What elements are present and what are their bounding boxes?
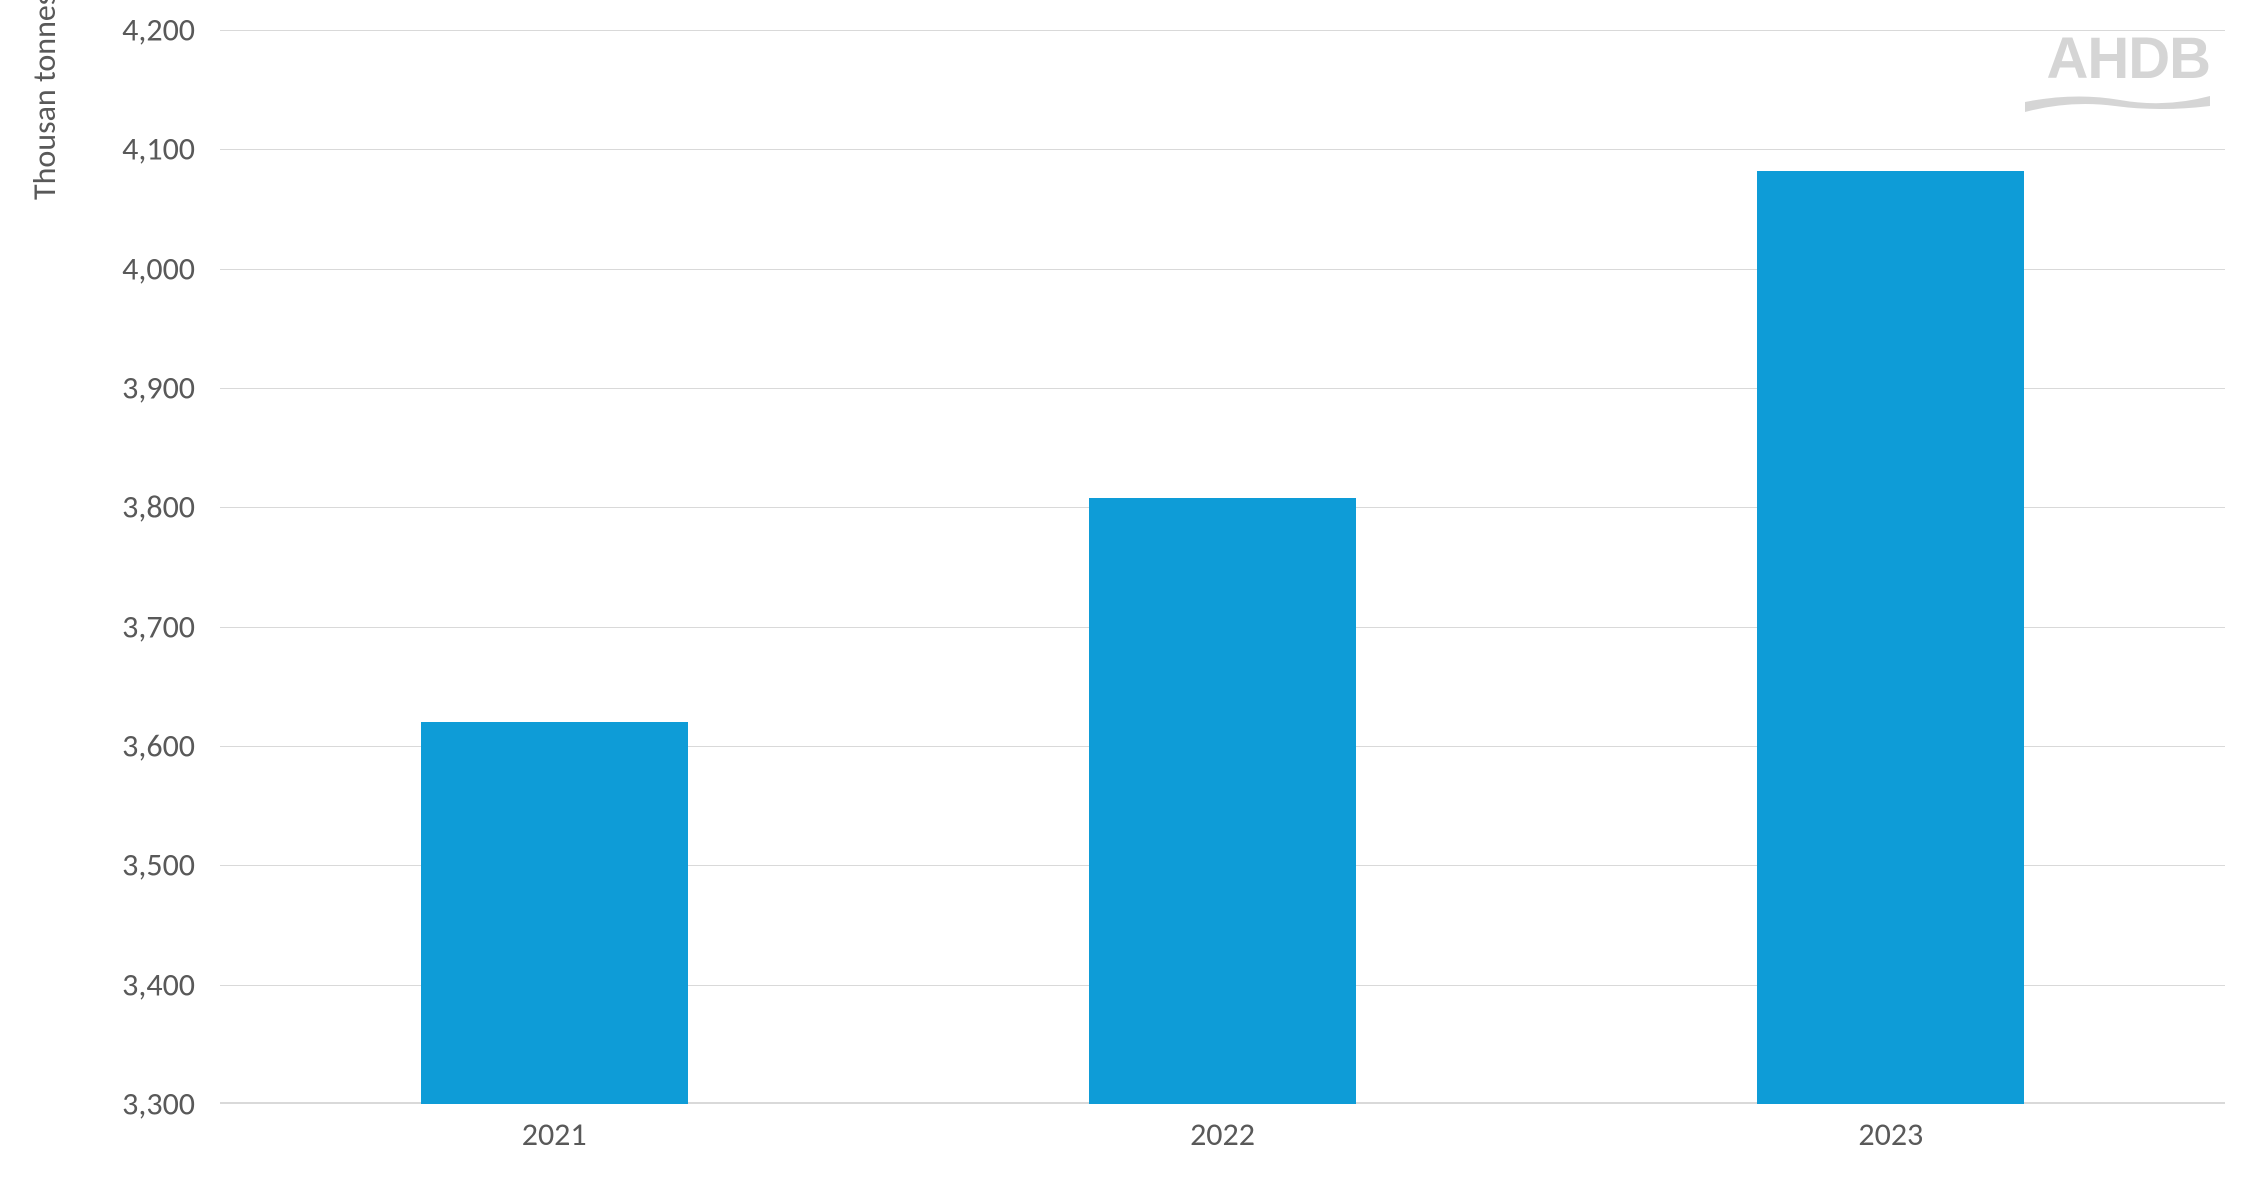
y-tick-label: 3,900: [122, 369, 210, 408]
x-tick-label: 2021: [522, 1115, 587, 1154]
gridline: [220, 30, 2225, 31]
x-tick-label: 2023: [1858, 1115, 1923, 1154]
brand-logo-swoosh: [2025, 90, 2210, 120]
bar: [421, 722, 688, 1104]
x-tick-label: 2022: [1190, 1115, 1255, 1154]
y-tick-label: 3,800: [122, 488, 210, 527]
y-tick-label: 3,700: [122, 607, 210, 646]
y-tick-label: 4,200: [122, 11, 210, 50]
y-axis-label: Thousan tonnes: [25, 0, 64, 200]
chart-container: Thousan tonnes AHDB 3,300 3,400 3,500 3,600…: [0, 0, 2255, 1179]
plot-area: [220, 30, 2225, 1104]
brand-logo-text: AHDB: [2046, 25, 2210, 92]
y-tick-label: 3,600: [122, 727, 210, 766]
bar: [1757, 171, 2024, 1104]
y-tick-label: 3,400: [122, 965, 210, 1004]
y-tick-label: 4,100: [122, 130, 210, 169]
y-tick-label: 4,000: [122, 249, 210, 288]
bar: [1089, 498, 1356, 1104]
y-tick-label: 3,500: [122, 846, 210, 885]
y-tick-label: 3,300: [122, 1085, 210, 1124]
gridline: [220, 149, 2225, 150]
